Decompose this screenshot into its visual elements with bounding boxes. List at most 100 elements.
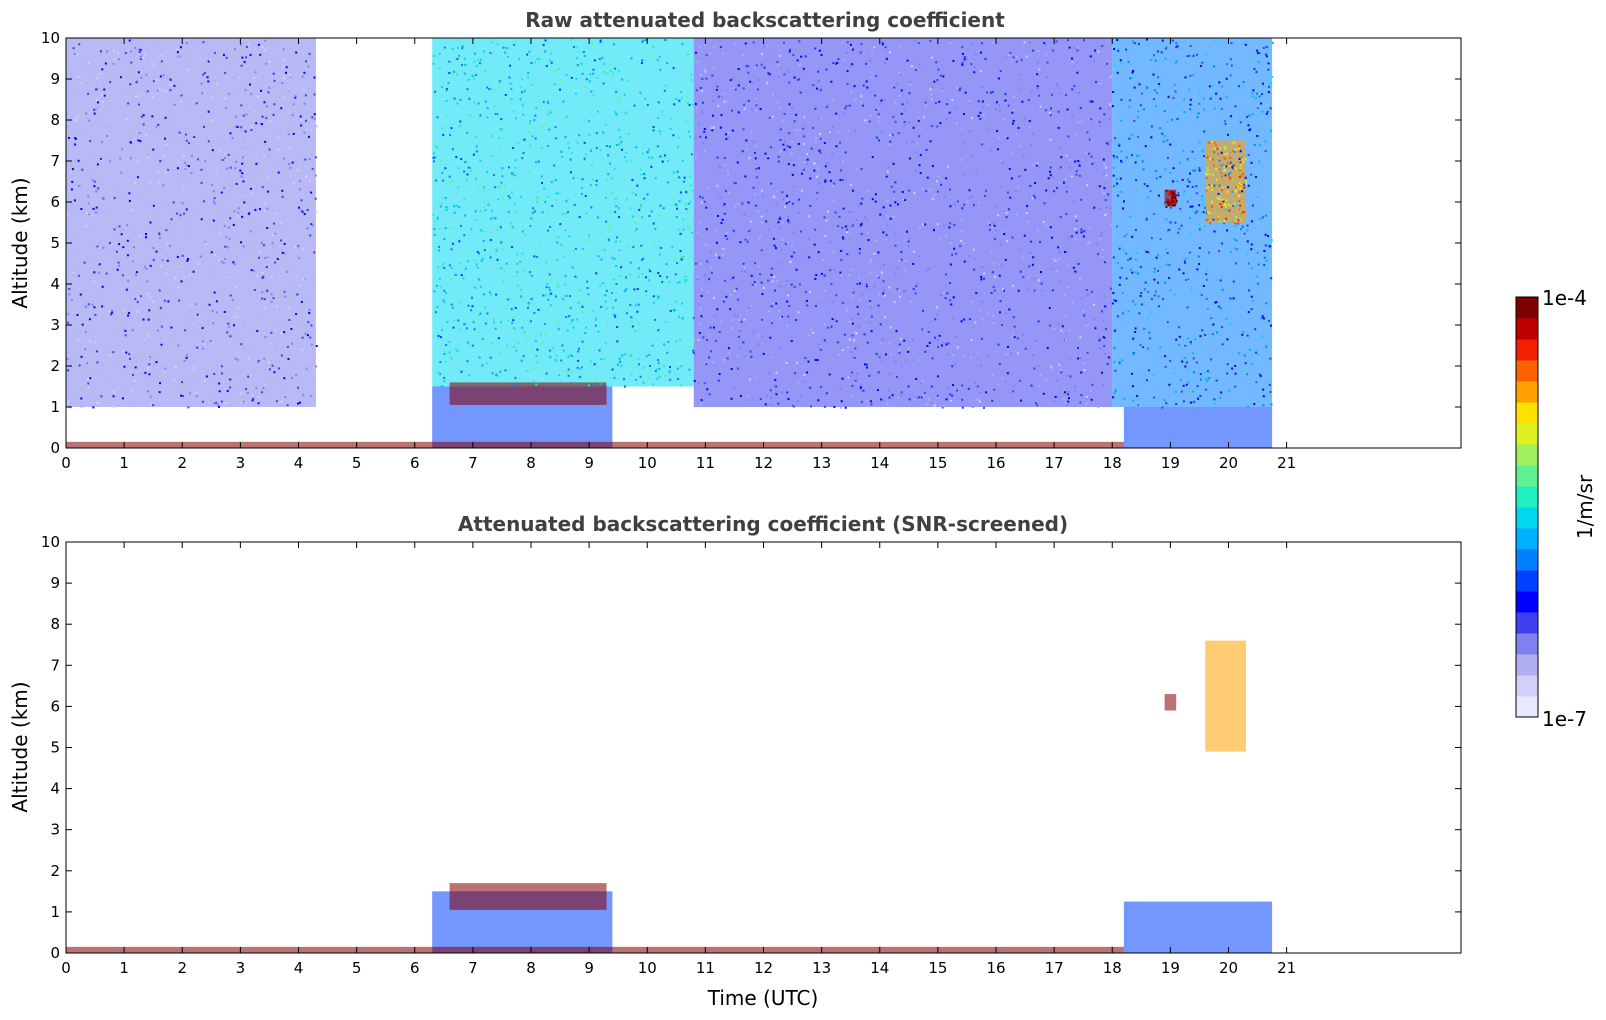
screened-xtick-label: 11: [696, 959, 715, 977]
raw-xtick-label: 3: [236, 454, 246, 472]
colorbar-swatch: [1516, 465, 1538, 487]
screened-xtick-label: 9: [584, 959, 594, 977]
raw-xtick-label: 1: [119, 454, 129, 472]
raw-xtick-label: 16: [986, 454, 1005, 472]
colorbar-swatch: [1516, 444, 1538, 466]
raw-region-early-night-noise: [66, 38, 316, 407]
screened-xtick-label: 0: [61, 959, 71, 977]
screened-region-cloud-top-morning: [449, 883, 607, 910]
raw-region-evening-aerosol-layer: [1123, 407, 1273, 448]
raw-y-axis-ticks: 0 1 2 3 4 5 6 7 8 9 10: [41, 29, 1461, 457]
screened-ytick-label: 6: [50, 697, 60, 715]
screened-plot-frame: [65, 541, 1462, 954]
screened-xtick-label: 7: [468, 959, 478, 977]
raw-xtick-label: 6: [410, 454, 420, 472]
raw-xtick-label: 21: [1277, 454, 1296, 472]
colorbar-swatch: [1516, 360, 1538, 382]
screened-ytick-label: 7: [50, 656, 60, 674]
raw-plot-frame: [65, 37, 1462, 449]
screened-ytick-label: 0: [50, 944, 60, 962]
screened-ytick-label: 3: [50, 821, 60, 839]
screened-xtick-label: 4: [294, 959, 304, 977]
raw-y-axis-label: Altitude (km): [8, 177, 32, 308]
screened-xtick-label: 21: [1277, 959, 1296, 977]
colorbar-swatch: [1516, 591, 1538, 613]
colorbar-swatch: [1516, 570, 1538, 592]
colorbar-swatch: [1516, 528, 1538, 550]
raw-xtick-label: 17: [1045, 454, 1064, 472]
colorbar-swatch: [1516, 507, 1538, 529]
raw-ytick-label: 8: [50, 111, 60, 129]
raw-ytick-label: 3: [50, 316, 60, 334]
colorbar-swatch: [1516, 486, 1538, 508]
colorbar-swatch: [1516, 549, 1538, 571]
screened-xtick-label: 18: [1103, 959, 1122, 977]
raw-ytick-label: 0: [50, 439, 60, 457]
screened-heatmap: [66, 640, 1273, 953]
colorbar-frame: [1515, 296, 1539, 718]
colorbar-max-label: 1e-4: [1542, 286, 1587, 310]
screened-region-evening-aerosol-layer: [1123, 901, 1273, 953]
raw-xtick-label: 12: [754, 454, 773, 472]
raw-region-surface-layer: [66, 441, 1124, 448]
screened-ytick-label: 4: [50, 780, 60, 798]
colorbar-swatch: [1516, 318, 1538, 340]
colorbar-swatch: [1516, 633, 1538, 655]
screened-xtick-label: 5: [352, 959, 362, 977]
screened-xtick-label: 13: [812, 959, 831, 977]
colorbar-min-label: 1e-7: [1542, 707, 1587, 731]
screened-xtick-label: 14: [870, 959, 889, 977]
raw-xtick-label: 4: [294, 454, 304, 472]
raw-ytick-label: 5: [50, 234, 60, 252]
colorbar-swatch: [1516, 423, 1538, 445]
colorbar-swatches: [1516, 297, 1538, 718]
screened-region-cirrus-20h: [1205, 640, 1246, 752]
raw-ytick-label: 4: [50, 275, 60, 293]
screened-xtick-label: 20: [1219, 959, 1238, 977]
screened-xtick-label: 3: [236, 959, 246, 977]
colorbar-swatch: [1516, 297, 1538, 319]
screened-ytick-label: 2: [50, 862, 60, 880]
screened-xtick-label: 6: [410, 959, 420, 977]
raw-panel-title: Raw attenuated backscattering coefficien…: [525, 8, 1005, 32]
screened-region-surface-layer: [66, 946, 1124, 953]
raw-region-evening-noise: [1112, 38, 1273, 407]
raw-ytick-label: 6: [50, 193, 60, 211]
raw-xtick-label: 0: [61, 454, 71, 472]
raw-xtick-label: 20: [1219, 454, 1238, 472]
raw-xtick-label: 11: [696, 454, 715, 472]
screened-xtick-label: 1: [119, 959, 129, 977]
raw-xtick-label: 19: [1161, 454, 1180, 472]
screened-x-axis-ticks: 0 1 2 3 4 5 6 7 8 9 10 11 12 13 14 15 16 17 18 19 20 21: [61, 542, 1296, 977]
raw-region-afternoon-noise: [693, 38, 1113, 407]
screened-xtick-label: 2: [177, 959, 187, 977]
raw-ytick-label: 9: [50, 70, 60, 88]
colorbar-swatch: [1516, 675, 1538, 697]
raw-xtick-label: 13: [812, 454, 831, 472]
screened-y-axis-ticks: 0 1 2 3 4 5 6 7 8 9 10: [41, 533, 1461, 962]
raw-xtick-label: 8: [526, 454, 536, 472]
screened-panel-title: Attenuated backscattering coefficient (S…: [458, 512, 1068, 536]
raw-xtick-label: 18: [1103, 454, 1122, 472]
screened-xtick-label: 12: [754, 959, 773, 977]
screened-ytick-label: 1: [50, 903, 60, 921]
raw-xtick-label: 10: [638, 454, 657, 472]
screened-backscatter-panel: Attenuated backscattering coefficient (S…: [8, 512, 1462, 1010]
screened-xtick-label: 8: [526, 959, 536, 977]
raw-region-cirrus-19h: [1164, 189, 1177, 207]
screened-ytick-label: 8: [50, 615, 60, 633]
colorbar-swatch: [1516, 654, 1538, 676]
colorbar-swatch: [1516, 696, 1538, 718]
screened-ytick-label: 10: [41, 533, 60, 551]
colorbar-unit-label: 1/m/sr: [1573, 474, 1597, 539]
raw-region-daytime-solar-noise: [432, 38, 694, 387]
screened-region-cirrus-19h: [1164, 694, 1177, 711]
raw-ytick-label: 1: [50, 398, 60, 416]
raw-noise-speckle: [66, 38, 1274, 409]
screened-ytick-label: 5: [50, 739, 60, 757]
raw-x-axis-ticks: 0 1 2 3 4 5 6 7 8 9 10 11 12 13 14 15 16 17 18 19 20 21: [61, 38, 1296, 472]
raw-xtick-label: 7: [468, 454, 478, 472]
raw-ytick-label: 10: [41, 29, 60, 47]
raw-backscatter-panel: Raw attenuated backscattering coefficien…: [8, 8, 1462, 472]
